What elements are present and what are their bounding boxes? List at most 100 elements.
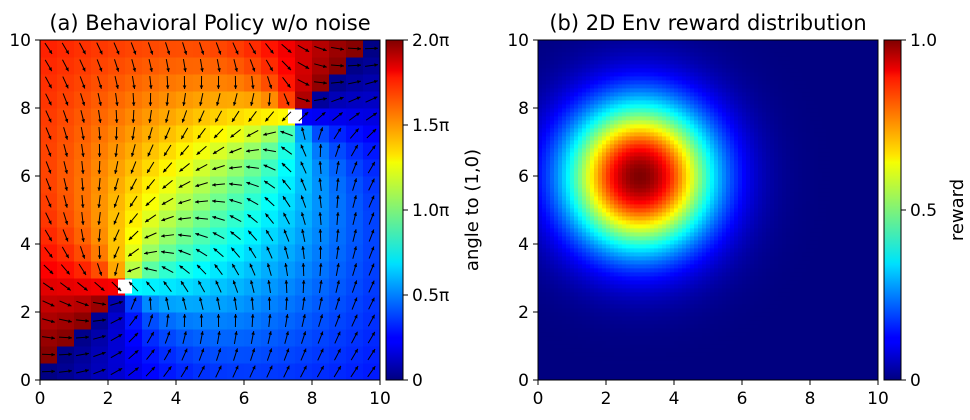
heatmap-cell <box>694 184 699 189</box>
heatmap-cell <box>562 168 567 173</box>
heatmap-cell <box>550 60 555 65</box>
heatmap-cell <box>578 148 583 153</box>
heatmap-cell <box>674 172 679 177</box>
heatmap-cell <box>626 196 631 201</box>
heatmap-cell <box>694 236 699 241</box>
quiver-arrowhead <box>248 117 253 122</box>
heatmap-cell <box>638 120 643 125</box>
heatmap-cell <box>586 300 591 305</box>
heatmap-cell <box>562 88 567 93</box>
heatmap-cell <box>626 44 631 49</box>
heatmap-cell <box>678 148 683 153</box>
heatmap-cell <box>566 268 571 273</box>
heatmap-cell <box>686 172 691 177</box>
heatmap-cell <box>630 268 635 273</box>
heatmap-cell <box>570 168 575 173</box>
heatmap-cell <box>678 48 683 53</box>
heatmap-cell <box>686 356 691 361</box>
heatmap-cell <box>706 284 711 289</box>
heatmap-cell <box>678 188 683 193</box>
quiver-arrowhead <box>231 247 235 252</box>
heatmap-cell <box>590 160 595 165</box>
quiver-arrowhead <box>102 318 106 322</box>
heatmap-cell <box>562 316 567 321</box>
heatmap-cell <box>682 112 687 117</box>
heatmap-cell <box>702 48 707 53</box>
heatmap-cell <box>690 148 695 153</box>
heatmap-cell <box>690 228 695 233</box>
heatmap-cell <box>646 216 651 221</box>
heatmap-cell <box>594 152 599 157</box>
quiver-arrowhead <box>230 133 235 138</box>
quiver-arrowhead <box>266 263 271 268</box>
heatmap-cell <box>638 268 643 273</box>
heatmap-cell <box>558 188 563 193</box>
heatmap-cell <box>702 192 707 197</box>
quiver-arrowhead <box>179 265 184 270</box>
heatmap-cell <box>542 80 547 85</box>
heatmap-cell <box>602 340 607 345</box>
heatmap-cell <box>554 80 559 85</box>
heatmap-cell <box>662 216 667 221</box>
heatmap-cell <box>614 260 619 265</box>
heatmap-cell <box>582 284 587 289</box>
heatmap-cell <box>566 148 571 153</box>
heatmap-cell <box>630 372 635 377</box>
heatmap-cell <box>626 348 631 353</box>
heatmap-cell <box>606 348 611 353</box>
heatmap-cell <box>554 92 559 97</box>
heatmap-cell <box>606 116 611 121</box>
heatmap-cell <box>622 220 627 225</box>
heatmap-cell <box>574 160 579 165</box>
heatmap-cell <box>658 336 663 341</box>
heatmap-cell <box>582 204 587 209</box>
heatmap-cell <box>658 72 663 77</box>
heatmap-cell <box>686 332 691 337</box>
heatmap-cell <box>686 212 691 217</box>
heatmap-cell <box>582 324 587 329</box>
heatmap-cell <box>582 264 587 269</box>
heatmap-cell <box>646 128 651 133</box>
heatmap-cell <box>634 272 639 277</box>
heatmap-cell <box>618 52 623 57</box>
quiver-arrowhead <box>49 270 54 275</box>
heatmap-cell <box>638 248 643 253</box>
heatmap-cell <box>662 228 667 233</box>
heatmap-cell <box>606 216 611 221</box>
heatmap-cell <box>670 244 675 249</box>
heatmap-cell <box>630 168 635 173</box>
heatmap-cell <box>654 180 659 185</box>
heatmap-cell <box>594 176 599 181</box>
heatmap-cell <box>554 224 559 229</box>
heatmap-cell <box>706 232 711 237</box>
heatmap-cell <box>686 68 691 73</box>
heatmap-cell <box>594 184 599 189</box>
heatmap-cell <box>694 120 699 125</box>
heatmap-cell <box>582 260 587 265</box>
quiver-arrowhead <box>357 80 361 84</box>
heatmap-cell <box>610 168 615 173</box>
quiver-arrowhead <box>130 169 135 174</box>
quiver-arrowhead <box>51 352 55 357</box>
heatmap-cell <box>594 180 599 185</box>
heatmap-cell <box>710 96 715 101</box>
heatmap-cell <box>698 88 703 93</box>
heatmap-cell <box>654 100 659 105</box>
heatmap-cell <box>570 140 575 145</box>
heatmap-cell <box>554 268 559 273</box>
heatmap-cell <box>662 236 667 241</box>
heatmap-cell <box>562 252 567 257</box>
heatmap-cell <box>626 64 631 69</box>
heatmap-cell <box>658 256 663 261</box>
heatmap-cell <box>710 112 715 117</box>
heatmap-cell <box>542 120 547 125</box>
heatmap-cell <box>598 52 603 57</box>
heatmap-cell <box>638 100 643 105</box>
heatmap-cell <box>578 112 583 117</box>
heatmap-cell <box>710 368 715 373</box>
heatmap-cell <box>706 236 711 241</box>
heatmap-cell <box>634 316 639 321</box>
heatmap-cell <box>618 136 623 141</box>
heatmap-cell <box>546 196 551 201</box>
